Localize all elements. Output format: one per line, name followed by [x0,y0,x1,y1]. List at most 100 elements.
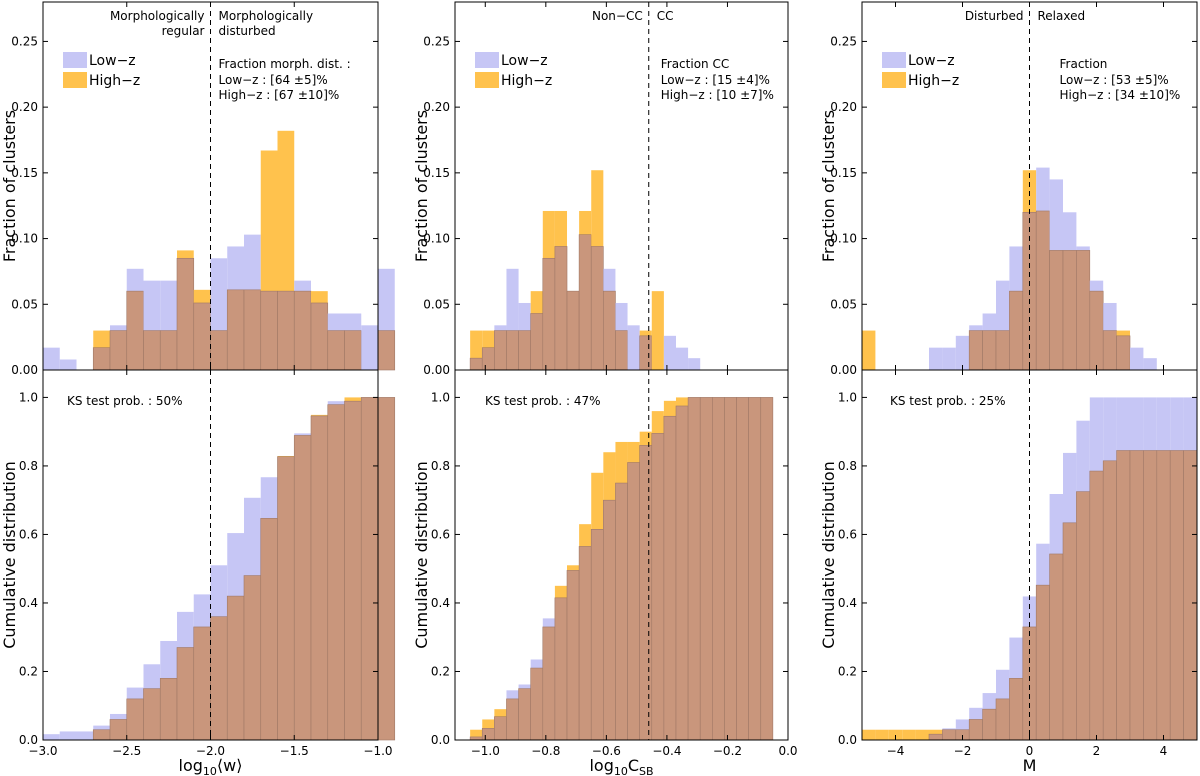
overlap-bar [627,462,640,741]
low-z-bar [327,313,345,331]
histogram-m: 0.00 0.05 0.10 0.15 0.20 0.25 Fraction of clus… [819,1,1198,377]
low-z-bar [260,477,278,519]
overlap-bar [1062,250,1077,371]
fraction-title: Fraction [1060,57,1108,71]
cumulative-m: 0.0 0.2 0.4 0.6 0.8 1.0 −4 −2 0 2 4 Cumulative dist… [819,369,1198,758]
x-axis-label: log10CSB [589,756,653,776]
overlap-bar [760,397,774,741]
overlap-bar [1049,250,1064,371]
region-label-right: CC [657,9,674,23]
high-z-bar [260,150,278,292]
region-label-left: regular [162,24,205,38]
high-z-bar [675,397,689,406]
overlap-bar [143,330,161,371]
overlap-bar [1129,450,1144,741]
high-z-bar [482,330,495,348]
high-z-bar [579,210,592,235]
overlap-bar [942,729,957,741]
overlap-bar [687,397,701,741]
y-tick-label: 0.10 [11,232,38,246]
low-z-bar [1049,179,1063,251]
high-z-bar [482,719,495,729]
ks-test-label: KS test prob. : 50% [67,394,183,408]
axes-frame [454,369,789,741]
overlap-bar [469,357,483,371]
y-tick-label: 0.25 [423,34,450,48]
low-z-bar [1063,452,1077,523]
overlap-bar [344,400,362,741]
overlap-bar [1116,450,1131,741]
y-tick-label: 0.2 [431,664,450,678]
overlap-bar [1076,250,1091,371]
y-tick-label: 0.8 [431,459,450,473]
low-z-bar [227,533,244,597]
x-tick-label: 2 [1093,744,1101,758]
low-z-bar [1156,397,1171,451]
low-z-bar [955,719,970,730]
overlap-bar [1076,491,1091,741]
overlap-bar [176,257,195,371]
x-tick-label: −2.0 [196,744,225,758]
y-tick-label: 0.4 [838,596,857,610]
low-z-bar [1049,494,1063,554]
low-z-bar [244,234,261,290]
y-tick-label: 0.00 [11,363,38,377]
overlap-bar [699,397,713,741]
overlap-bar [554,597,568,741]
region-label-right: Relaxed [1038,9,1086,23]
high-z-bar [603,452,616,501]
high-z-bar [554,210,568,247]
y-tick-label: 0.15 [11,166,38,180]
overlap-bar [226,289,245,371]
fraction-low-z: Low−z : [64 ±5]% [219,73,328,87]
overlap-bar [159,678,178,741]
y-tick-label: 0.2 [19,664,38,678]
overlap-bar [615,330,628,371]
y-tick-label: 0.25 [830,34,857,48]
low-z-bar [1089,397,1104,472]
low-z-bar [361,325,378,370]
low-z-bar [969,325,983,331]
high-z-bar [639,431,652,446]
overlap-bar [712,397,725,741]
overlap-bar [260,290,278,371]
low-z-bar [210,565,228,617]
overlap-bar [143,688,161,741]
overlap-bar [260,518,278,741]
low-z-bar [1009,246,1023,292]
overlap-bar [968,719,983,741]
y-tick-label: 0.15 [423,166,450,180]
low-z-bar [542,618,555,627]
low-z-bar [59,359,77,370]
fraction-high-z: High−z : [34 ±10]% [1060,88,1181,102]
low-z-bar [160,280,177,331]
low-z-bar [1089,280,1104,292]
y-tick-label: 0.6 [838,527,857,541]
low-z-bar [506,690,519,699]
low-z-bar [1036,543,1050,586]
high-z-bar [929,729,943,735]
overlap-bar [109,330,128,371]
y-tick-label: 0.10 [423,232,450,246]
overlap-bar [1049,553,1064,741]
overlap-bar [327,404,345,741]
overlap-bar [377,397,396,741]
high-z-bar [902,729,916,740]
histogram-w: 0.00 0.05 0.10 0.15 0.20 0.25 Fraction of clus… [0,1,396,377]
y-tick-label: 0.0 [19,733,38,747]
low-z-bar [982,313,996,331]
low-z-bar [126,268,144,292]
overlap-bar [530,313,544,371]
legend-swatch-low-z [882,52,906,68]
x-tick-label: −4 [887,744,905,758]
low-z-bar [210,258,228,331]
x-axis-label-tail: C [628,756,639,775]
y-tick-label: 0.20 [11,100,38,114]
low-z-bar [1130,397,1144,451]
overlap-bar [344,330,362,371]
x-axis-label-main: M [1023,756,1037,775]
x-tick-label: 0.0 [778,744,797,758]
high-z-bar [862,729,876,740]
overlap-bar [1009,678,1024,741]
